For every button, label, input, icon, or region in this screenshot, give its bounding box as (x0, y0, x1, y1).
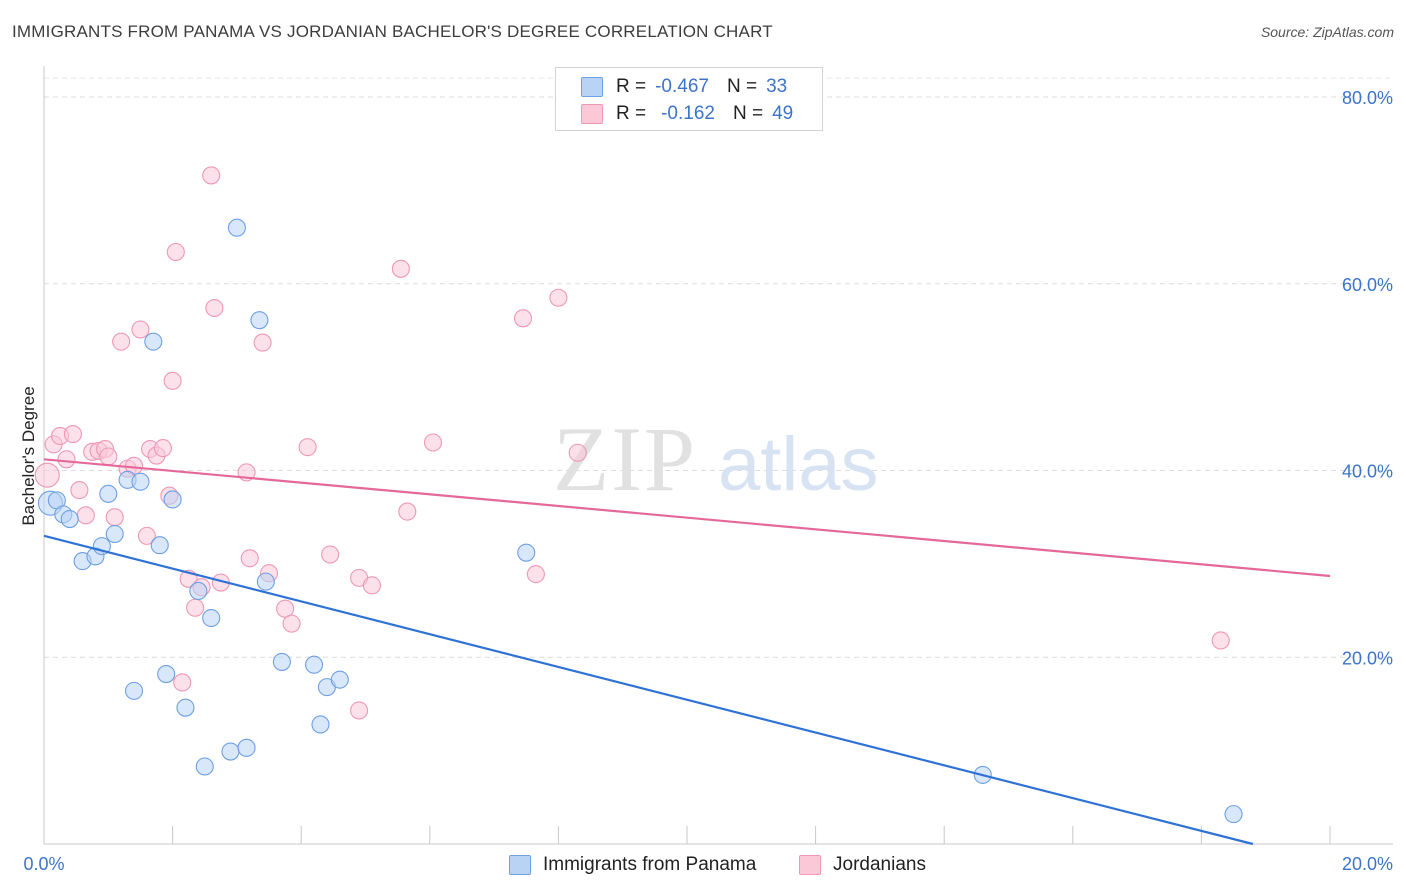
panama-point (227, 218, 246, 237)
jordanians-point (112, 332, 131, 351)
jordanians-point (276, 599, 295, 618)
panama-point (124, 681, 144, 700)
watermark: ZIP atlas (553, 408, 879, 510)
panama-point (256, 572, 275, 591)
panama-point (221, 742, 240, 761)
n-value: 33 (766, 76, 788, 97)
jordanians-point (76, 506, 95, 525)
jordanians-point (34, 462, 60, 488)
grid-lines (44, 77, 1393, 658)
correlation-legend: R = -0.467 N = 33 R = -0.162 N = 49 (555, 67, 823, 131)
panama-point (131, 472, 150, 491)
panama-point (163, 490, 182, 509)
panama-point (60, 510, 79, 529)
jordanians-point (253, 333, 272, 352)
panama-point (305, 655, 324, 674)
panama-point (330, 670, 349, 689)
panama-point (144, 332, 163, 351)
chart-title: IMMIGRANTS FROM PANAMA VS JORDANIAN BACH… (12, 22, 773, 41)
legend-row-jordanians: R = -0.162 N = 49 (556, 101, 793, 127)
jordanians-point (202, 166, 221, 185)
panama-point (150, 536, 169, 555)
jordanians-point (398, 502, 417, 521)
panama-point (237, 738, 256, 757)
watermark-atlas: atlas (718, 422, 879, 507)
jordanians-point (391, 259, 410, 278)
jordanians-point (1211, 631, 1230, 650)
bottom-legend-jordanians: Jordanians (799, 852, 926, 878)
panama-point (250, 311, 269, 330)
jordanians-point (131, 320, 150, 339)
jordanians-trend-line (43, 458, 1331, 578)
panama-point (105, 524, 124, 544)
series-name: Jordanians (833, 854, 926, 875)
source-credit: Source: ZipAtlas.com (1260, 24, 1394, 40)
n-label: N = (726, 76, 758, 97)
panama-point (1224, 805, 1243, 824)
panama-point (517, 543, 536, 562)
panama-trend-line (43, 534, 1254, 846)
jordanians-point (282, 614, 301, 633)
n-label: N = (732, 103, 764, 124)
series-name: Immigrants from Panama (543, 854, 757, 875)
bottom-legend-panama: Immigrants from Panama (509, 852, 756, 878)
jordanians-point (240, 549, 259, 568)
panama-point (176, 698, 195, 717)
jordanians-point (350, 701, 369, 720)
y-tick-label: 40.0% (1342, 462, 1393, 482)
panama-swatch (509, 855, 531, 875)
jordanians-point (166, 242, 185, 262)
x-tick-label: 20.0% (1342, 854, 1393, 874)
y-tick-label: 60.0% (1342, 275, 1393, 295)
jordanians-point (186, 598, 205, 617)
panama-point (272, 652, 291, 671)
jordanians-point (526, 565, 545, 584)
legend-row-panama: R = -0.467 N = 33 (556, 74, 787, 100)
jordanians-point (321, 545, 340, 564)
panama-swatch (581, 77, 603, 97)
panama-point (202, 608, 221, 628)
jordanians-point (568, 443, 587, 462)
jordanians-swatch (581, 104, 603, 124)
r-value: -0.162 (661, 103, 715, 124)
panama-point (99, 484, 118, 503)
jordanians-point (57, 450, 76, 469)
jordanians-point (173, 673, 192, 692)
axes (43, 66, 1393, 845)
jordanians-point (205, 298, 224, 318)
jordanians-point (70, 481, 89, 500)
jordanians-point (423, 433, 443, 452)
panama-point (189, 581, 208, 601)
jordanians-point (549, 288, 568, 307)
jordanians-swatch (799, 855, 821, 875)
panama-point (311, 715, 330, 734)
panama-points (37, 218, 1243, 824)
panama-point (157, 665, 176, 684)
jordanians-point (513, 309, 533, 328)
jordanians-point (137, 526, 156, 545)
y-tick-label: 80.0% (1342, 88, 1393, 108)
jordanians-point (99, 447, 118, 466)
jordanians-point (63, 425, 82, 444)
tick-labels: 20.0% 40.0% 60.0% 80.0% 0.0% 20.0% (23, 88, 1393, 874)
r-label: R = (616, 76, 647, 97)
jordanians-point (153, 439, 173, 458)
r-value: -0.467 (655, 76, 709, 97)
r-label: R = (616, 103, 647, 124)
y-axis-label: Bachelor's Degree (19, 386, 38, 525)
jordanians-point (163, 371, 182, 390)
jordanians-point (298, 438, 317, 457)
y-tick-label: 20.0% (1342, 648, 1393, 668)
jordanians-point (362, 576, 381, 595)
n-value: 49 (772, 103, 794, 124)
trend-lines (43, 458, 1331, 846)
x-tick-label: 0.0% (23, 854, 64, 874)
panama-point (195, 757, 214, 776)
jordanians-point (105, 508, 124, 527)
